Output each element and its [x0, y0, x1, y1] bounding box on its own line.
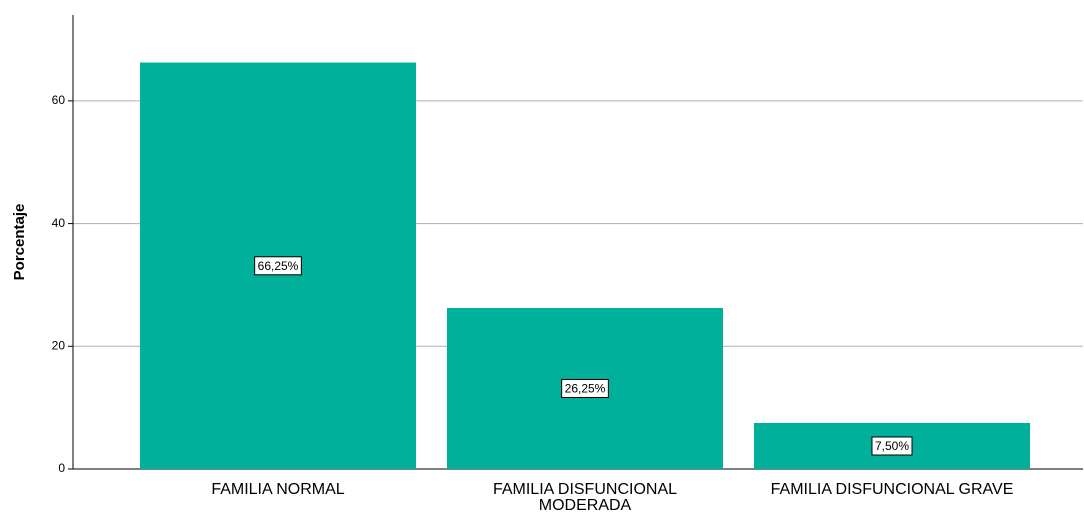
value-label: 7,50%: [875, 439, 909, 453]
value-label: 66,25%: [258, 259, 299, 273]
y-axis-label: Porcentaje: [11, 204, 28, 281]
value-label-box: [561, 378, 609, 398]
y-tick-label: 60: [52, 93, 66, 107]
x-tick-label: FAMILIA DISFUNCIONAL MODERADA: [492, 481, 678, 514]
x-tick-label: FAMILIA DISFUNCIONAL GRAVE: [770, 481, 1014, 498]
y-tick-label: 20: [52, 338, 66, 352]
y-tick-label: 40: [52, 216, 66, 230]
x-tick-label: FAMILIA NORMAL: [211, 481, 345, 498]
value-label-box: [871, 436, 913, 456]
value-label: 26,25%: [565, 382, 606, 396]
value-label-box: [254, 256, 302, 276]
y-tick-label: 0: [58, 461, 65, 475]
